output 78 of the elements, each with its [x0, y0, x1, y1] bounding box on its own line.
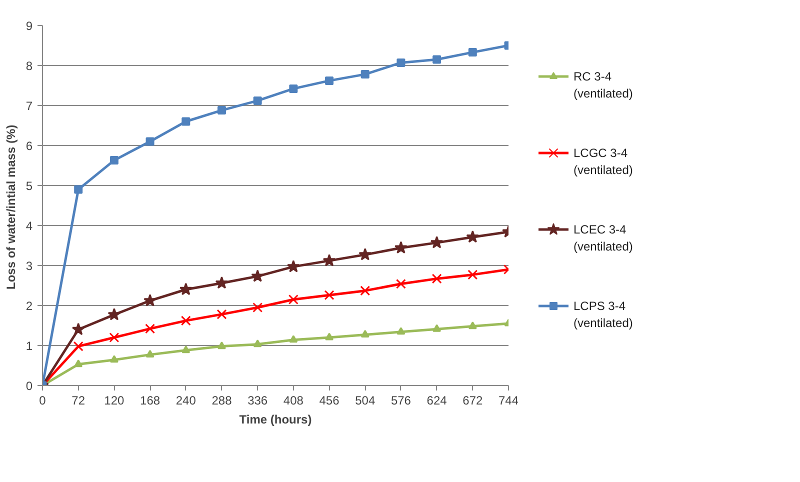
x-tick-label: 456	[319, 394, 340, 408]
point	[468, 48, 477, 57]
legend-label: LCGC 3-4 (ventilated)	[574, 146, 633, 177]
point	[253, 340, 262, 348]
y-tick-label: 3	[26, 259, 33, 273]
point	[182, 117, 190, 126]
y-tick-label: 0	[26, 379, 33, 393]
point	[146, 137, 154, 146]
point	[360, 286, 370, 296]
point	[110, 355, 118, 363]
point	[325, 76, 334, 85]
x-tick-label: 240	[176, 394, 196, 408]
point	[430, 236, 444, 248]
point	[360, 70, 370, 79]
point	[251, 270, 264, 282]
y-tick-label: 7	[26, 99, 33, 113]
y-tick-label: 5	[26, 179, 33, 193]
y-tick-label: 9	[26, 19, 33, 33]
x-tick-label: 120	[104, 394, 125, 408]
point	[145, 324, 156, 334]
point	[396, 327, 406, 335]
x-tick-label: 504	[355, 394, 376, 408]
point	[74, 360, 83, 368]
point	[324, 290, 334, 300]
x-tick-label: 168	[140, 394, 160, 408]
point	[180, 316, 191, 326]
point	[110, 156, 118, 165]
point	[432, 274, 442, 284]
point	[182, 346, 190, 354]
y-tick-label: 1	[26, 339, 33, 353]
point	[468, 322, 477, 330]
y-axis-title: Loss of water/intial mass (%)	[4, 124, 18, 290]
x-tick-label: 576	[390, 394, 412, 408]
point	[322, 254, 336, 266]
x-tick-label: 408	[283, 394, 304, 408]
legend-label: RC 3-4 (ventilated)	[574, 70, 633, 100]
x-tick-label: 336	[248, 394, 268, 408]
x-axis-title: Time (hours)	[239, 412, 312, 426]
point	[74, 185, 83, 194]
legend-label: LCPS 3-4 (ventilated)	[574, 299, 633, 330]
y-tick-label: 4	[26, 219, 33, 233]
point	[468, 270, 478, 280]
point	[396, 278, 406, 289]
point	[217, 342, 226, 350]
x-tick-label: 744	[498, 394, 519, 408]
x-tick-label: 288	[212, 394, 232, 408]
point	[253, 96, 262, 105]
point	[432, 55, 442, 64]
point	[394, 241, 408, 254]
y-tick-label: 6	[26, 139, 33, 153]
point	[396, 58, 406, 67]
point	[360, 330, 370, 338]
point	[288, 294, 298, 304]
point	[72, 322, 85, 336]
x-tick-label: 72	[72, 394, 86, 408]
point	[146, 350, 154, 358]
x-tick-label: 672	[462, 394, 483, 408]
point	[358, 248, 372, 260]
point	[289, 335, 298, 343]
y-tick-label: 2	[26, 299, 33, 313]
point	[466, 230, 480, 243]
point	[432, 324, 442, 332]
point	[325, 332, 334, 340]
point	[108, 308, 121, 320]
point	[179, 282, 192, 296]
point	[289, 84, 298, 93]
point	[215, 276, 228, 289]
point	[144, 294, 156, 306]
point	[217, 106, 226, 115]
point	[252, 302, 263, 312]
x-tick-label: 624	[426, 394, 448, 408]
point	[216, 309, 227, 320]
legend-label: LCEC 3-4 (ventilated)	[574, 222, 633, 254]
point	[73, 341, 84, 352]
point	[109, 332, 120, 342]
x-tick-label: 0	[39, 394, 46, 408]
y-tick-label: 8	[26, 59, 33, 73]
point	[286, 260, 300, 272]
